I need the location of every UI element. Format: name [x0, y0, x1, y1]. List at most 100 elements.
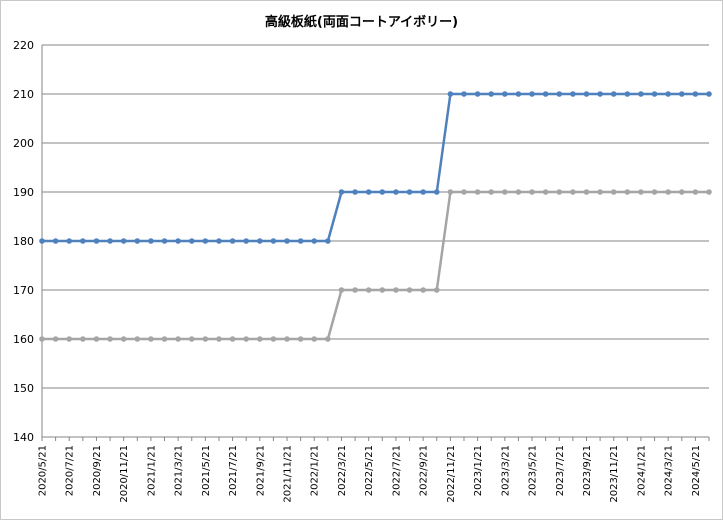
x-tick-label: 2022/11/21 — [446, 445, 457, 503]
series-1-point — [502, 91, 508, 97]
series-2-point — [624, 189, 631, 195]
axes — [41, 45, 710, 441]
series-1-point — [529, 91, 535, 97]
series-2-point — [66, 336, 73, 342]
series-1-point — [93, 238, 100, 244]
series-1-point — [107, 238, 113, 244]
series-1-point — [148, 238, 154, 244]
series-1-point — [80, 238, 86, 244]
series-1-point — [202, 238, 209, 244]
series-1-point — [352, 189, 358, 195]
series-1-point — [597, 91, 603, 97]
series-1-point — [393, 189, 399, 195]
x-tick-label: 2020/7/21 — [65, 445, 76, 496]
series-1-point — [188, 238, 195, 244]
y-tick-label: 220 — [13, 39, 34, 52]
x-tick-label: 2021/9/21 — [255, 445, 266, 496]
series-2-point — [216, 336, 222, 342]
series-2-point — [107, 336, 113, 342]
series-2-point — [39, 336, 45, 342]
series-2-point — [52, 336, 59, 342]
series-1-point — [175, 238, 181, 244]
series-2-point — [325, 336, 331, 342]
series-1-point — [515, 91, 522, 97]
series-1-point — [474, 91, 481, 97]
series-2-point — [651, 189, 658, 195]
x-tick-label: 2022/5/21 — [364, 445, 375, 496]
series-2-point — [706, 189, 712, 195]
series-1-point — [678, 91, 685, 97]
series-2-point — [597, 189, 603, 195]
series-1-point — [624, 91, 631, 97]
series-1-point — [447, 91, 454, 97]
series-2-point — [80, 336, 86, 342]
x-tick-label: 2023/3/21 — [500, 445, 511, 496]
series-1-point — [406, 189, 413, 195]
series-1-point — [284, 238, 290, 244]
x-tick-label: 2023/5/21 — [528, 445, 539, 496]
y-tick-label: 190 — [13, 186, 34, 199]
series-2-point — [256, 336, 263, 342]
series-2-point — [352, 287, 358, 293]
chart-title: 高級板紙(両面コートアイボリー) — [264, 15, 459, 30]
x-tick-label: 2023/11/21 — [609, 445, 620, 503]
series-2-point — [556, 189, 563, 195]
series-2-point — [365, 287, 372, 293]
series-2-point — [461, 189, 467, 195]
series-2-point — [665, 189, 671, 195]
series-2-point — [270, 336, 277, 342]
series-1-point — [161, 238, 168, 244]
series-1-point — [651, 91, 658, 97]
series-2-point — [379, 287, 386, 293]
y-tick-labels: 140 150 160 170 180 190 200 210 220 — [13, 39, 34, 444]
y-tick-label: 200 — [13, 137, 34, 150]
series-2-point — [610, 189, 617, 195]
series-2-point — [447, 189, 454, 195]
series-1-point — [542, 91, 549, 97]
series-1-point — [433, 189, 440, 195]
series-2-point — [393, 287, 399, 293]
y-tick-label: 210 — [13, 88, 34, 101]
series-2-point — [433, 287, 440, 293]
series-2-point — [542, 189, 549, 195]
series-1-point — [216, 238, 222, 244]
series-2-point — [93, 336, 100, 342]
x-tick-label: 2021/3/21 — [174, 445, 185, 496]
series-1-point — [270, 238, 277, 244]
x-tick-label: 2021/11/21 — [283, 445, 294, 503]
x-tick-labels: 2020/5/21 2020/7/21 2020/9/21 2020/11/21 202… — [38, 445, 702, 503]
series-1-point — [325, 238, 331, 244]
series-1-point — [229, 238, 236, 244]
series-1-point — [706, 91, 712, 97]
series-1-point — [583, 91, 590, 97]
series-1-point — [134, 238, 141, 244]
series-2-point — [692, 189, 699, 195]
series-2-point — [311, 336, 318, 342]
x-tick-label: 2023/1/21 — [473, 445, 484, 496]
series-2-point — [148, 336, 154, 342]
series-1-point — [570, 91, 576, 97]
series-2-point — [515, 189, 522, 195]
series-2-point — [678, 189, 685, 195]
series-1-point — [66, 238, 73, 244]
series-2-point — [297, 336, 304, 342]
series-2-point — [229, 336, 236, 342]
series-2-point — [638, 189, 644, 195]
y-tick-label: 180 — [13, 235, 34, 248]
x-tick-label: 2022/1/21 — [310, 445, 321, 496]
series-1-point — [365, 189, 372, 195]
series-2-point — [338, 287, 345, 293]
x-tick-label: 2022/7/21 — [391, 445, 402, 496]
series-1-point — [379, 189, 386, 195]
series-1-point — [243, 238, 249, 244]
series-1-point — [665, 91, 671, 97]
x-tick-label: 2021/1/21 — [146, 445, 157, 496]
series-2-point — [188, 336, 195, 342]
series-2-point — [529, 189, 535, 195]
series-1-point — [461, 91, 467, 97]
x-tick-label: 2022/9/21 — [419, 445, 430, 496]
series-2-point — [243, 336, 249, 342]
x-tick-label: 2024/3/21 — [664, 445, 675, 496]
